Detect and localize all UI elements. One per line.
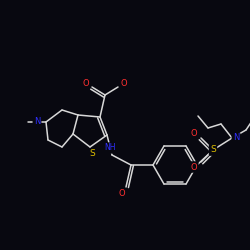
Text: O: O [191,162,197,172]
Text: N: N [233,134,239,142]
Text: O: O [121,78,127,88]
Text: S: S [210,146,216,154]
Text: N: N [34,118,40,126]
Text: O: O [83,78,89,88]
Text: NH: NH [104,144,116,152]
Text: O: O [191,128,197,138]
Text: S: S [89,150,95,158]
Text: O: O [119,190,125,198]
